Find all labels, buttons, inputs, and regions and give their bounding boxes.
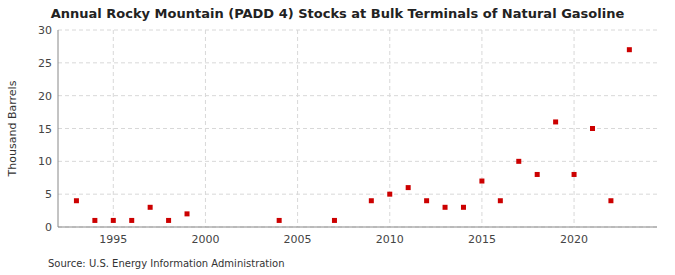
x-grid-line <box>113 30 114 227</box>
y-grid-line <box>58 30 657 31</box>
point <box>498 198 503 203</box>
x-tick-label: 2000 <box>191 233 219 246</box>
y-tick-label: 20 <box>38 90 52 103</box>
y-tick-label: 0 <box>45 221 52 234</box>
point <box>572 172 577 177</box>
x-grid-line <box>205 30 206 227</box>
point <box>74 198 79 203</box>
y-grid-line <box>58 194 657 195</box>
point <box>166 218 171 223</box>
y-grid-line <box>58 161 657 162</box>
y-axis-label: Thousand Barrels <box>6 80 19 177</box>
x-tick-label: 2005 <box>284 233 312 246</box>
x-grid-line <box>297 30 298 227</box>
y-tick-label: 5 <box>45 188 52 201</box>
point <box>516 159 521 164</box>
point <box>369 198 374 203</box>
point <box>535 172 540 177</box>
point <box>590 126 595 131</box>
points <box>74 47 632 223</box>
point <box>627 47 632 52</box>
y-tick-label: 10 <box>38 155 52 168</box>
x-grid-line <box>481 30 482 227</box>
x-axis-line <box>58 227 657 228</box>
y-grid-line <box>58 62 657 63</box>
point <box>443 205 448 210</box>
title: Annual Rocky Mountain (PADD 4) Stocks at… <box>51 6 625 21</box>
point <box>406 185 411 190</box>
point <box>185 211 190 216</box>
y-axis-line <box>58 30 59 227</box>
y-tick-label: 15 <box>38 123 52 136</box>
point <box>479 179 484 184</box>
point <box>129 218 134 223</box>
source-note: Source: U.S. Energy Information Administ… <box>48 258 285 269</box>
point <box>111 218 116 223</box>
x-tick-label: 2020 <box>560 233 588 246</box>
y-tick-label: 25 <box>38 57 52 70</box>
y-grid-line <box>58 227 657 228</box>
point <box>148 205 153 210</box>
point <box>92 218 97 223</box>
chart: Annual Rocky Mountain (PADD 4) Stocks at… <box>0 0 675 275</box>
x-tick-label: 1995 <box>99 233 127 246</box>
point <box>277 218 282 223</box>
x-grid-line <box>389 30 390 227</box>
point <box>424 198 429 203</box>
point <box>387 192 392 197</box>
y-tick-label: 30 <box>38 24 52 37</box>
point <box>332 218 337 223</box>
x-grid-line <box>574 30 575 227</box>
y-grid-line <box>58 128 657 129</box>
y-grid-line <box>58 95 657 96</box>
point <box>553 119 558 124</box>
x-tick-label: 2010 <box>376 233 404 246</box>
grid <box>58 30 657 227</box>
x-tick-label: 2015 <box>468 233 496 246</box>
point <box>461 205 466 210</box>
point <box>608 198 613 203</box>
